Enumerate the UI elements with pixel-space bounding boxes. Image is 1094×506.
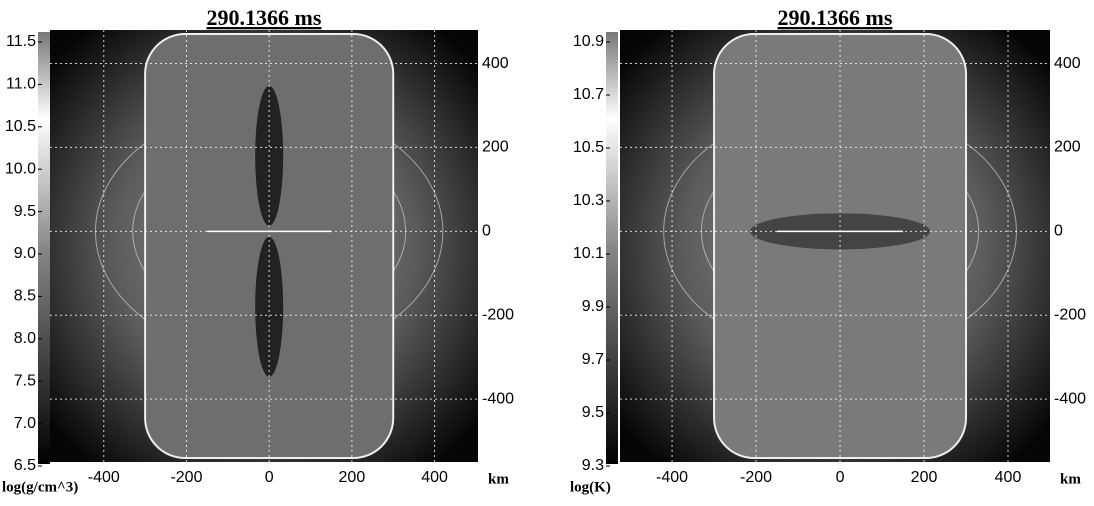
x-tick-label: 400: [995, 469, 1022, 486]
colorbar-tick-label: 11.0: [6, 76, 36, 93]
colorbar-tick-label: 10.9: [573, 33, 604, 50]
colorbar-tick-label: 7.5: [14, 372, 36, 389]
y-tick-label: 400: [482, 55, 509, 72]
title: 290.1366 ms: [207, 5, 322, 30]
colorbar: [38, 32, 50, 464]
x-axis-label: km: [488, 471, 509, 487]
x-tick-label: 0: [836, 469, 845, 486]
colorbar-tick-label: 10.5: [573, 139, 604, 156]
y-tick-label: 0: [1054, 223, 1063, 240]
x-tick-label: 0: [265, 469, 274, 486]
colorbar-tick-label: 10.7: [573, 86, 604, 103]
colorbar-tick-label: 7.0: [14, 415, 36, 432]
x-tick-label: 200: [911, 469, 938, 486]
x-tick-label: -400: [88, 469, 120, 486]
colorbar-label: log(g/cm^3): [2, 479, 78, 495]
colorbar-tick-label: 9.5: [14, 203, 36, 220]
x-tick-label: 200: [339, 469, 366, 486]
y-tick-label: 200: [482, 139, 509, 156]
y-tick-label: 0: [482, 223, 491, 240]
colorbar-tick-label: 10.0: [5, 160, 36, 177]
y-tick-label: -400: [1054, 390, 1086, 407]
y-tick-label: -200: [482, 306, 514, 323]
colorbar: [606, 32, 618, 464]
colorbar-tick-label: 9.0: [14, 245, 36, 262]
colorbar-tick-label: 10.1: [573, 245, 604, 262]
colorbar-tick-label: 10.3: [573, 192, 604, 209]
colorbar-tick-label: 8.5: [14, 288, 36, 305]
title: 290.1366 ms: [778, 5, 893, 30]
colorbar-tick-label: 9.9: [582, 298, 604, 315]
colorbar-label: log(K): [570, 479, 611, 495]
y-tick-label: 200: [1054, 139, 1081, 156]
x-tick-label: 400: [421, 469, 448, 486]
colorbar-tick-label: 9.5: [582, 404, 604, 421]
colorbar-tick-label: 9.7: [582, 351, 604, 368]
x-tick-label: -400: [656, 469, 688, 486]
colorbar-tick-label: 8.0: [14, 330, 36, 347]
y-tick-label: 400: [1054, 55, 1081, 72]
field-image: [50, 30, 478, 462]
colorbar-tick-label: 11.5: [6, 33, 36, 50]
colorbar-tick-label: 9.3: [582, 457, 604, 474]
x-tick-label: -200: [740, 469, 772, 486]
field-image: [620, 30, 1050, 462]
y-tick-label: -400: [482, 390, 514, 407]
y-tick-label: -200: [1054, 306, 1086, 323]
x-axis-label: km: [1060, 471, 1081, 487]
colorbar-tick-label: 10.5: [5, 118, 36, 135]
x-tick-label: -200: [170, 469, 202, 486]
colorbar-tick-label: 6.5: [14, 457, 36, 474]
